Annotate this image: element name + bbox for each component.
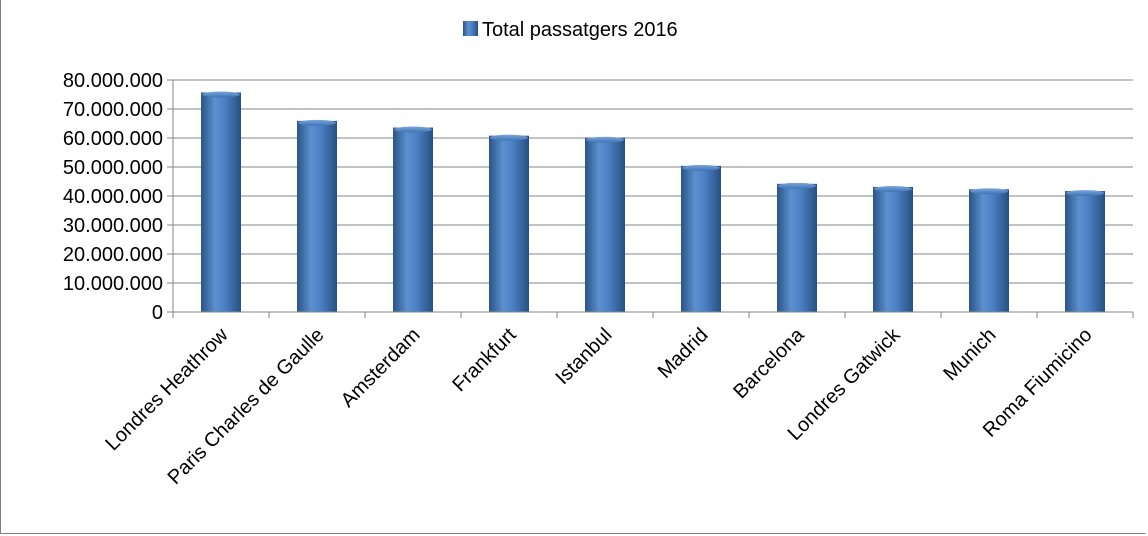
- bar-cap: [1066, 190, 1104, 197]
- y-tick-label: 20.000.000: [63, 244, 163, 266]
- bar-body: [873, 187, 913, 312]
- legend-swatch: [463, 21, 478, 36]
- bar-body: [489, 135, 529, 312]
- y-tick-label: 40.000.000: [63, 186, 163, 208]
- y-tick-label: 30.000.000: [63, 215, 163, 237]
- x-tick-label: Amsterdam: [337, 324, 425, 412]
- x-tick-label: Paris Charles de Gaulle: [164, 324, 329, 489]
- bar-body: [201, 92, 241, 312]
- legend-label: Total passatgers 2016: [482, 19, 678, 41]
- bar: [777, 182, 817, 312]
- bar: [585, 136, 625, 312]
- y-tick-label: 50.000.000: [63, 157, 163, 179]
- bar: [201, 91, 241, 312]
- y-tick-label: 10.000.000: [63, 273, 163, 295]
- bar-body: [681, 165, 721, 312]
- bar-cap: [586, 136, 624, 143]
- y-axis: 0 10.000.000 20.000.000 30.000.000 40.000.00…: [63, 70, 174, 324]
- bar-cap: [682, 164, 720, 171]
- x-tick-label: Istanbul: [551, 324, 616, 389]
- bar: [681, 164, 721, 312]
- y-tick-label: 60.000.000: [63, 128, 163, 150]
- y-tick-label: 70.000.000: [63, 99, 163, 121]
- bar: [489, 134, 529, 312]
- bar: [393, 126, 433, 312]
- bar-body: [585, 137, 625, 312]
- bar-cap: [490, 134, 528, 141]
- bar: [1065, 190, 1105, 312]
- y-tick-label: 80.000.000: [63, 70, 163, 92]
- bar-cap: [778, 182, 816, 189]
- bar-cap: [202, 91, 240, 98]
- bar: [969, 188, 1009, 312]
- bar: [297, 119, 337, 312]
- legend: Total passatgers 2016: [463, 19, 678, 41]
- bars: [201, 91, 1105, 312]
- x-tick-label: Madrid: [654, 324, 713, 383]
- x-tick-label: Frankfurt: [448, 324, 520, 396]
- bar-cap: [298, 119, 336, 126]
- x-tick-label: Barcelona: [729, 323, 809, 403]
- bar-body: [393, 127, 433, 312]
- bar-cap: [970, 188, 1008, 195]
- bar-body: [969, 189, 1009, 312]
- y-tick-label: 0: [152, 302, 163, 324]
- x-tick-label: Munich: [939, 324, 1000, 385]
- bar: [873, 186, 913, 312]
- bar-body: [1065, 191, 1105, 312]
- bar-cap: [874, 186, 912, 193]
- bar-body: [297, 120, 337, 312]
- bar-body: [777, 183, 817, 312]
- bar-cap: [394, 126, 432, 133]
